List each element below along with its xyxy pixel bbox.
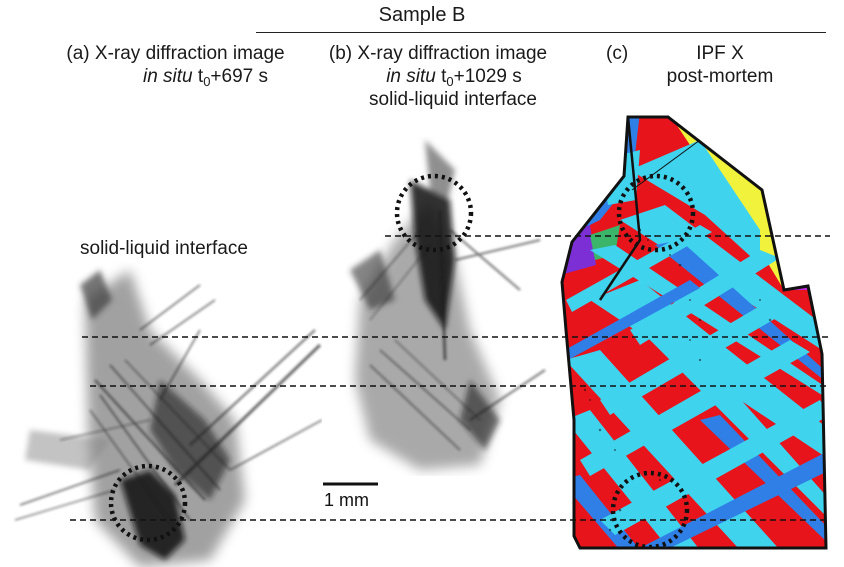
annotation-solid-liquid-a: solid-liquid interface xyxy=(80,238,248,259)
caption-c-tag: (c) xyxy=(606,43,629,64)
caption-c-line1: IPF X xyxy=(696,43,744,64)
caption-c: IPF X post-mortem xyxy=(660,42,780,88)
caption-b-title: X-ray diffraction image xyxy=(357,43,548,64)
figure-title: Sample B xyxy=(378,4,466,26)
title-underline xyxy=(256,32,826,33)
caption-b-insitu: in situ xyxy=(386,66,436,87)
caption-a-time: +697 s xyxy=(210,66,268,87)
highlight-circles xyxy=(108,173,696,550)
circle-c-bottom xyxy=(610,470,690,550)
circle-c-top xyxy=(616,173,696,253)
caption-a-tag: (a) xyxy=(66,43,90,64)
caption-a-insitu: in situ xyxy=(142,66,193,87)
ipf-map-c xyxy=(562,117,826,548)
caption-b-line2: in situ t0+1029 s xyxy=(313,65,563,88)
circle-b xyxy=(394,173,474,253)
xray-image-a xyxy=(10,262,322,567)
caption-a-line2: in situ t0+697 s xyxy=(48,65,303,88)
caption-b-time: +1029 s xyxy=(453,66,522,87)
caption-a-title: X-ray diffraction image xyxy=(94,43,285,64)
guide-lines xyxy=(70,235,830,521)
circle-a xyxy=(108,463,188,543)
caption-b-line3: solid-liquid interface xyxy=(369,89,537,110)
caption-a-t: t xyxy=(197,66,204,87)
caption-b-line1: (b) X-ray diffraction image xyxy=(313,42,563,65)
caption-b-tag: (b) xyxy=(328,43,353,64)
caption-a-line1: (a) X-ray diffraction image xyxy=(48,42,303,65)
caption-b-sub: 0 xyxy=(446,74,454,89)
xray-image-b xyxy=(322,112,550,476)
caption-a-sub: 0 xyxy=(203,74,211,89)
caption-b-t: t xyxy=(441,66,447,87)
caption-c-line2: post-mortem xyxy=(666,66,774,87)
caption-a: (a) X-ray diffraction image in situ t0+6… xyxy=(48,42,303,88)
scale-bar-label: 1 mm xyxy=(324,490,369,510)
caption-b: (b) X-ray diffraction image in situ t0+1… xyxy=(313,42,563,111)
ipf-map-outline xyxy=(560,115,828,550)
